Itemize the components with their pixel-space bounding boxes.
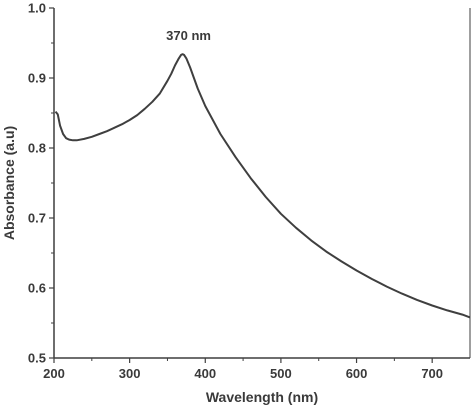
y-tick-label: 0.5 — [28, 351, 46, 366]
y-tick-label: 1.0 — [28, 1, 46, 16]
x-tick-label: 500 — [270, 366, 292, 381]
y-axis-title: Absorbance (a.u) — [1, 126, 17, 240]
y-tick-label: 0.6 — [28, 281, 46, 296]
absorbance-series-line — [54, 53, 471, 319]
x-tick-label: 300 — [119, 366, 141, 381]
x-tick-label: 700 — [421, 366, 443, 381]
y-tick-label: 0.7 — [28, 211, 46, 226]
axes — [53, 8, 471, 359]
x-tick-label: 600 — [346, 366, 368, 381]
x-axis-title: Wavelength (nm) — [206, 389, 318, 405]
y-tick-label: 0.8 — [28, 141, 46, 156]
ticks: 200 300 400 500 600 700 0.5 0.6 0.7 0.8 0.9 1.0 — [28, 1, 443, 382]
x-tick-label: 400 — [194, 366, 216, 381]
peak-annotation: 370 nm — [166, 28, 211, 43]
y-tick-label: 0.9 — [28, 71, 46, 86]
x-tick-label: 200 — [43, 366, 65, 381]
